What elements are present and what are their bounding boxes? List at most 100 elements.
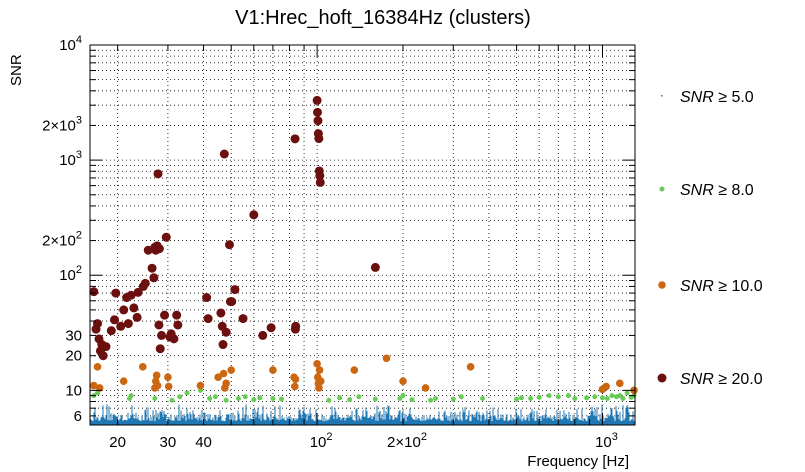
data-point [291, 321, 301, 331]
data-point [400, 393, 406, 399]
x-tick-label: 2×102 [387, 431, 427, 451]
chart-title: V1:Hrec_hoft_16384Hz (clusters) [235, 7, 531, 29]
x-axis-label: Frequency [Hz] [527, 453, 629, 470]
data-point [466, 363, 475, 371]
data-point [161, 232, 171, 242]
data-point [153, 169, 163, 179]
data-point [315, 171, 325, 181]
data-point [624, 390, 630, 396]
data-point [450, 396, 456, 402]
x-tick-label: 103 [595, 431, 618, 451]
data-point [218, 340, 228, 350]
legend-marker [658, 281, 666, 289]
data-point [212, 394, 218, 400]
data-point [128, 393, 134, 399]
data-point [599, 395, 605, 401]
data-point [95, 390, 101, 396]
data-point [177, 394, 183, 400]
data-point [314, 134, 324, 144]
data-point [565, 393, 571, 399]
data-point [546, 393, 552, 399]
data-point [224, 240, 234, 250]
data-point [207, 395, 213, 401]
data-point [536, 394, 542, 400]
noise-band [90, 404, 635, 425]
data-point [153, 381, 162, 390]
data-point [604, 395, 610, 401]
data-point [223, 397, 229, 403]
data-point [89, 287, 99, 297]
data-point [372, 396, 378, 402]
x-tick-label: 30 [160, 434, 177, 451]
data-point [219, 369, 228, 378]
data-point [139, 363, 147, 371]
data-point [584, 395, 590, 401]
data-point [152, 395, 158, 401]
data-point [164, 373, 172, 382]
data-point [133, 287, 143, 297]
data-point [399, 377, 407, 386]
data-point [238, 314, 248, 324]
data-point [227, 297, 237, 307]
data-point [202, 293, 212, 303]
data-point [315, 177, 325, 187]
y-axis-label: SNR [8, 54, 25, 86]
data-point [173, 320, 183, 330]
data-point [140, 278, 150, 288]
data-point [290, 382, 299, 391]
data-point [480, 395, 486, 401]
data-point [592, 394, 598, 400]
x-tick-label: 102 [310, 431, 333, 451]
data-point [572, 395, 578, 401]
data-point [370, 262, 380, 272]
data-point [166, 329, 176, 339]
legend-label: SNR ≥ 20.0 [680, 371, 763, 388]
data-point [313, 116, 323, 126]
data-point [270, 395, 276, 401]
data-point [257, 395, 263, 401]
data-point [278, 396, 284, 402]
y-tick-label: 103 [59, 149, 82, 169]
x-tick-label: 40 [195, 434, 212, 451]
data-point [458, 394, 464, 400]
data-point [110, 315, 120, 325]
y-tick-label: 10 [65, 382, 82, 399]
data-point [620, 395, 626, 401]
data-point [315, 366, 324, 374]
data-point [382, 354, 391, 363]
data-point [602, 382, 610, 391]
data-point [147, 263, 157, 273]
legend-marker [657, 373, 667, 383]
data-point [169, 397, 175, 403]
data-point [154, 320, 164, 330]
data-point [609, 393, 615, 399]
grid-lines [90, 44, 635, 426]
data-point [258, 330, 268, 340]
data-point [98, 351, 108, 361]
data-point [111, 288, 121, 298]
data-point [155, 344, 165, 354]
plot-frame [89, 44, 636, 426]
data-point [214, 373, 222, 382]
data-point [129, 303, 139, 313]
data-point [157, 330, 167, 340]
data-point [347, 397, 353, 403]
data-point [251, 397, 257, 403]
data-point [219, 149, 229, 159]
data-point [616, 379, 624, 388]
data-point [119, 377, 128, 386]
y-tick-label: 6 [74, 408, 82, 425]
legend-marker [661, 95, 663, 97]
axis-ticks: 20 30 40 102 2×102 103 6 10 20 30 102 2×102 103 2×103… [42, 34, 635, 451]
data-point [433, 395, 439, 401]
data-point [93, 319, 103, 329]
data-point [249, 210, 259, 220]
data-point [101, 342, 111, 352]
data-point [356, 394, 362, 400]
data-points [89, 95, 638, 403]
legend-marker [659, 186, 665, 192]
data-point [160, 310, 170, 320]
data-point [350, 366, 359, 374]
y-tick-label: 2×102 [42, 230, 82, 250]
